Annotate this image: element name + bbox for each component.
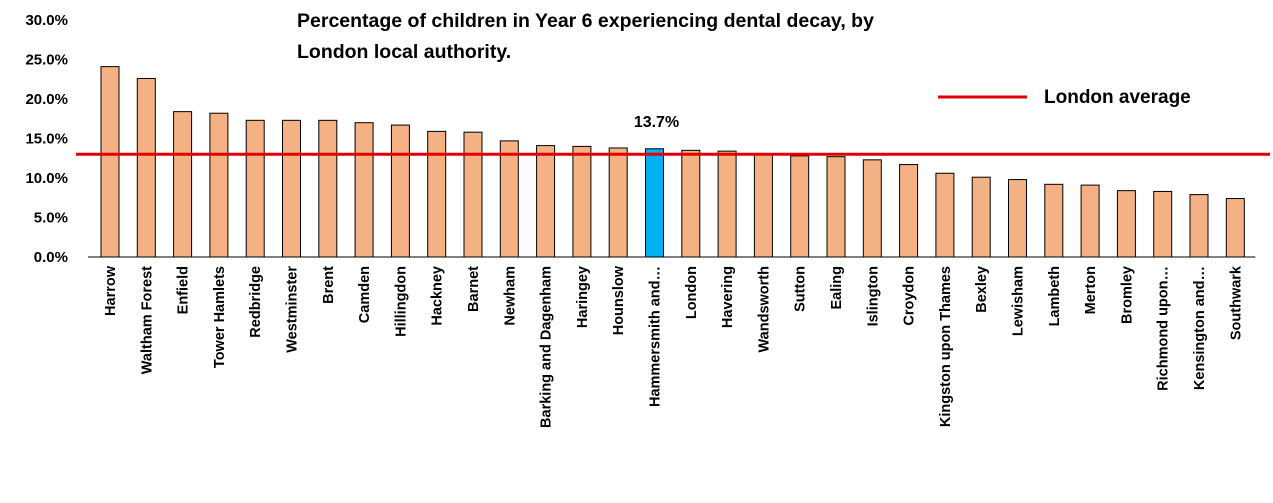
bar xyxy=(245,119,265,258)
x-tick-label: Camden xyxy=(357,266,373,323)
x-tick-label: Enfield xyxy=(176,266,192,314)
y-tick-label: 10.0% xyxy=(25,170,68,187)
x-tick-label: Wandsworth xyxy=(756,266,772,352)
bar xyxy=(427,130,447,258)
x-tick-label: Ealing xyxy=(829,266,845,310)
bar xyxy=(753,153,773,258)
y-tick-label: 15.0% xyxy=(25,131,68,148)
bar xyxy=(608,147,628,258)
legend: London average xyxy=(938,87,1191,108)
chart-title: Percentage of children in Year 6 experie… xyxy=(297,10,874,63)
x-tick-label: Hammersmith and… xyxy=(648,266,664,407)
x-tick-label: Hounslow xyxy=(611,265,627,335)
bar xyxy=(318,119,338,258)
bar xyxy=(136,77,156,258)
x-tick-label: Croydon xyxy=(902,266,918,326)
x-tick-label: Richmond upon… xyxy=(1156,266,1172,391)
x-tick-label: Kingston upon Thames xyxy=(938,266,954,427)
x-tick-label: Barnet xyxy=(466,266,482,312)
bar xyxy=(1189,194,1209,258)
bar xyxy=(1116,190,1136,258)
x-tick-label: Hillingdon xyxy=(393,266,409,337)
x-tick-label: Havering xyxy=(720,266,736,328)
x-tick-label: Bexley xyxy=(974,266,990,313)
bar xyxy=(790,155,810,258)
bar xyxy=(935,172,955,258)
x-tick-label: Islington xyxy=(865,266,881,326)
bar xyxy=(1008,179,1027,258)
x-tick-label: Southwark xyxy=(1228,265,1244,340)
bar xyxy=(826,156,846,258)
x-tick-label: Redbridge xyxy=(248,266,264,338)
y-tick-label: 5.0% xyxy=(34,210,68,227)
x-tick-label: Merton xyxy=(1083,266,1099,314)
chart-title-line-2: London local authority. xyxy=(297,41,511,63)
bar xyxy=(717,150,737,258)
bar xyxy=(463,131,483,258)
bar xyxy=(862,159,882,258)
x-tick-label: Kensington and… xyxy=(1192,266,1208,390)
y-tick-label: 30.0% xyxy=(25,12,68,29)
x-axis-labels: Harrow Waltham Forest Enfield Tower Hamlets… xyxy=(103,265,1244,428)
x-tick-label: Brent xyxy=(321,266,337,304)
bar xyxy=(209,112,229,258)
bar xyxy=(173,111,193,258)
bar xyxy=(390,124,410,258)
x-tick-label: Lewisham xyxy=(1011,266,1027,336)
x-tick-label: Bromley xyxy=(1119,266,1135,324)
bar xyxy=(1044,183,1064,258)
x-tick-label: Lambeth xyxy=(1047,266,1063,326)
y-axis: 0.0% 5.0% 10.0% 15.0% 20.0% 25.0% 30.0% xyxy=(25,12,68,266)
chart-title-line-1: Percentage of children in Year 6 experie… xyxy=(297,10,874,32)
bar xyxy=(971,176,991,258)
x-tick-label: Sutton xyxy=(793,266,809,312)
x-tick-label: Waltham Forest xyxy=(139,266,155,374)
bar xyxy=(572,145,592,258)
x-tick-label: Barking and Dagenham xyxy=(539,266,555,428)
x-tick-label: Haringey xyxy=(575,266,591,328)
x-tick-label: Westminster xyxy=(285,266,301,353)
y-tick-label: 25.0% xyxy=(25,52,68,69)
x-tick-label: Newham xyxy=(502,266,518,326)
bar xyxy=(282,119,301,258)
bar xyxy=(899,164,919,258)
bar xyxy=(354,122,374,258)
bar xyxy=(499,140,519,258)
bar xyxy=(1153,190,1173,258)
bar xyxy=(1225,198,1245,258)
bar xyxy=(100,66,120,258)
legend-label: London average xyxy=(1044,87,1191,108)
bar xyxy=(1080,184,1100,258)
x-tick-label: Hackney xyxy=(430,266,446,326)
x-tick-label: Tower Hamlets xyxy=(212,266,228,368)
x-tick-label: Harrow xyxy=(103,265,119,316)
x-tick-label: London xyxy=(684,266,700,319)
y-tick-label: 20.0% xyxy=(25,91,68,108)
highlight-data-label: 13.7% xyxy=(634,114,679,131)
y-tick-label: 0.0% xyxy=(34,249,68,266)
bar xyxy=(645,148,664,258)
bar xyxy=(536,145,556,258)
bar xyxy=(681,149,701,258)
